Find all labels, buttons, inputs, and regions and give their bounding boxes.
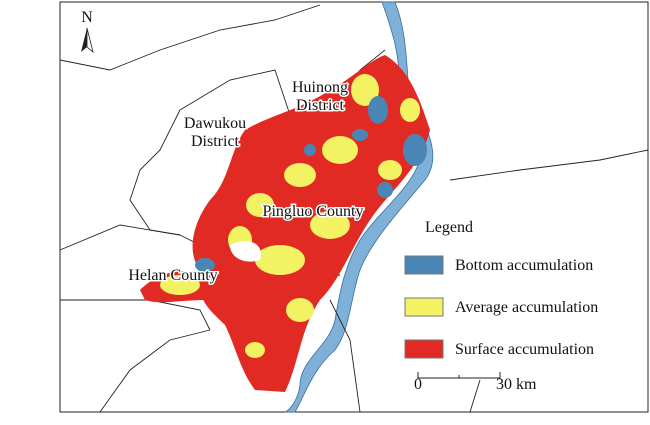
legend-label: Average accumulation [455, 299, 598, 316]
scale-start: 0 [414, 376, 422, 393]
legend-label: Bottom accumulation [455, 257, 593, 274]
region-label: District [191, 133, 240, 150]
region-label: Dawukou [184, 115, 246, 132]
legend-swatch [404, 255, 444, 275]
region-label: Huinong [292, 79, 348, 96]
legend-swatch [404, 297, 444, 317]
region-label: Pingluo County [263, 203, 364, 220]
legend-label: Surface accumulation [455, 341, 594, 358]
region-label: District [296, 97, 345, 114]
north-arrow: N [81, 9, 94, 54]
region-label: Helan County [128, 267, 217, 284]
legend-swatch [404, 339, 444, 359]
scale-end: 30 km [496, 376, 537, 393]
bottom-zones [195, 96, 427, 272]
legend-title: Legend [425, 219, 473, 236]
gap [230, 240, 261, 262]
north-label: N [81, 9, 93, 26]
scale-bar: 0 30 km [414, 372, 537, 393]
